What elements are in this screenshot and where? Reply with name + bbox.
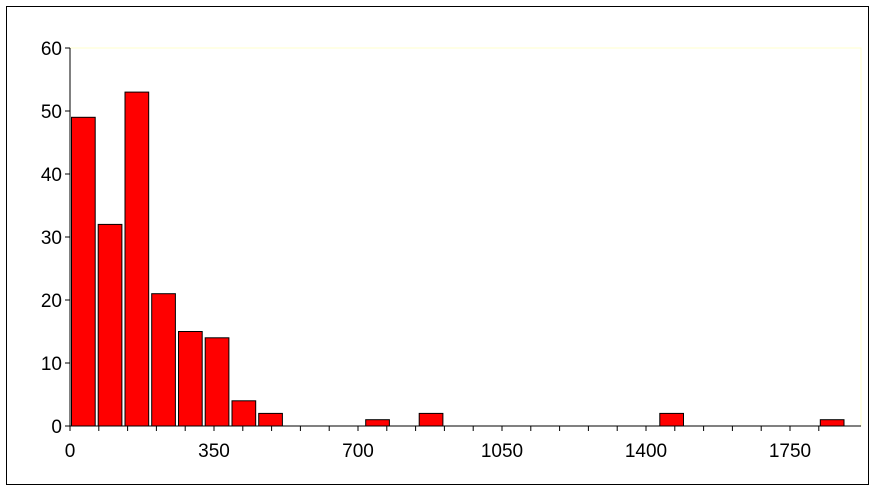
histogram-bar <box>258 412 283 427</box>
histogram-bar <box>71 116 96 427</box>
x-tick-label: 1400 <box>625 441 667 462</box>
histogram-bar <box>819 419 845 427</box>
x-tick-label: 1050 <box>481 441 523 462</box>
chart-frame: 0 10 20 30 40 50 60 0 350 700 1050 1400 1750 <box>6 6 869 485</box>
histogram-bar <box>204 337 230 427</box>
y-tick-label: 10 <box>41 354 62 375</box>
x-tick-label: 700 <box>342 441 374 462</box>
x-tick-label: 1750 <box>769 441 811 462</box>
y-tick-label: 60 <box>41 39 62 60</box>
y-tick-label: 40 <box>41 165 62 186</box>
y-tick-label: 0 <box>51 417 62 438</box>
x-tick-label: 0 <box>65 441 76 462</box>
histogram-bar <box>659 412 684 427</box>
y-tick-label: 20 <box>41 291 62 312</box>
histogram-bar <box>97 223 123 427</box>
histogram-chart: 0 10 20 30 40 50 60 0 350 700 1050 1400 1750 <box>41 39 862 462</box>
histogram-bar <box>231 400 257 427</box>
x-ticks-group: 0 350 700 1050 1400 1750 <box>65 426 820 462</box>
histogram-bar <box>178 331 203 427</box>
y-ticks-group: 0 10 20 30 40 50 60 <box>41 39 70 438</box>
histogram-bar <box>418 412 444 427</box>
bars-group <box>71 91 845 427</box>
histogram-bar <box>365 419 390 427</box>
histogram-bar <box>124 91 150 427</box>
y-tick-label: 50 <box>41 102 62 123</box>
x-tick-label: 350 <box>198 441 230 462</box>
histogram-bar <box>151 293 176 427</box>
y-tick-label: 30 <box>41 228 62 249</box>
